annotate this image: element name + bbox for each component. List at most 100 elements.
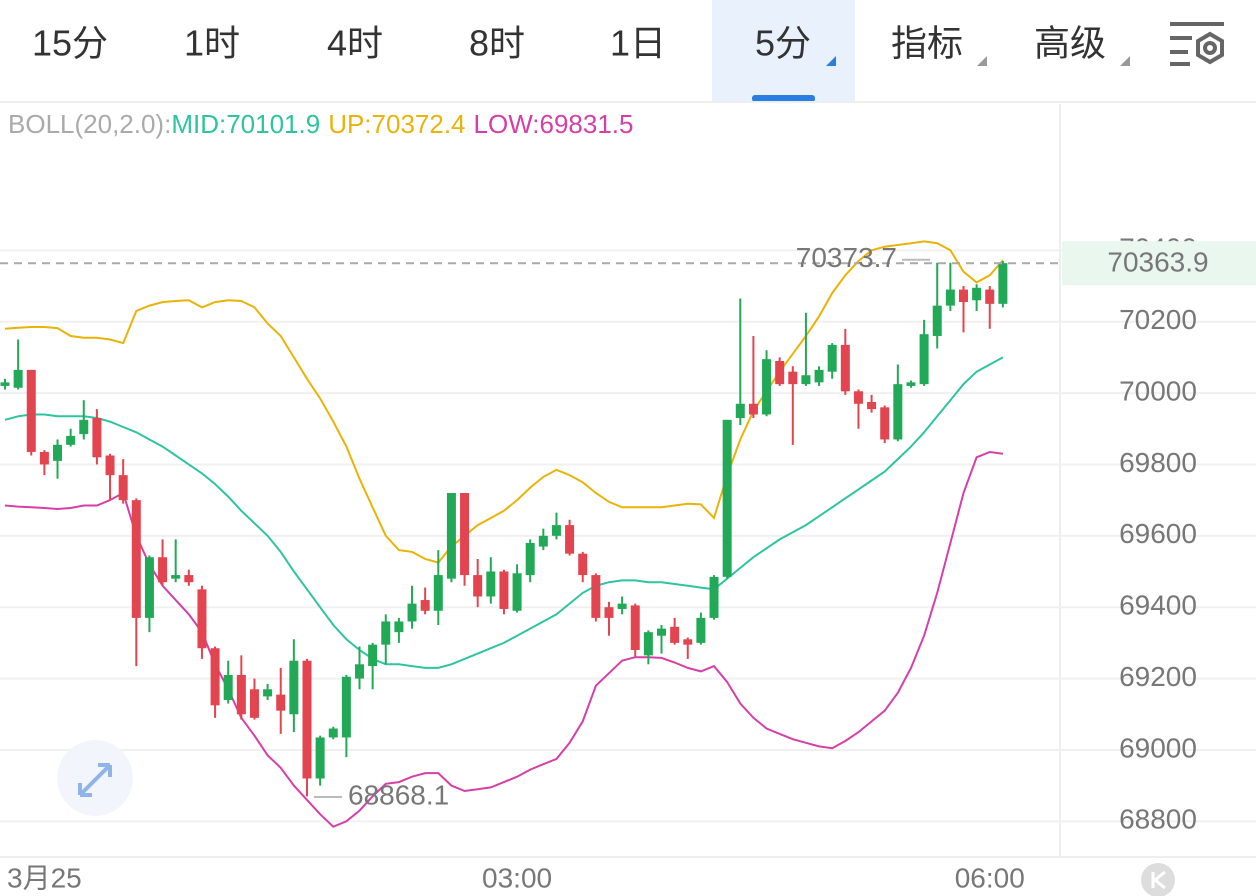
tab[interactable]: 1日 [610, 23, 666, 64]
candle-body [893, 384, 903, 440]
candle-body [722, 419, 732, 577]
max-label: 70373.7 [796, 242, 897, 273]
candle-body [433, 575, 443, 611]
candle-body [945, 289, 955, 306]
tab-arrow [826, 56, 836, 66]
y-tick-label: 69600 [1119, 518, 1197, 549]
active-tab-indicator [752, 95, 815, 102]
candle-body [814, 369, 824, 383]
candle-body [144, 557, 154, 618]
candle-body [289, 660, 299, 715]
candle-body [276, 694, 286, 711]
candle-body [420, 600, 430, 611]
legend-entry: MID:70101.9 [171, 109, 320, 139]
candle-body [302, 660, 312, 779]
y-tick-label: 69400 [1119, 590, 1197, 621]
candle-body [932, 305, 942, 336]
y-tick-label: 68800 [1119, 804, 1197, 835]
candle-body [998, 263, 1008, 304]
candle-body [66, 435, 76, 445]
candle-body [236, 674, 246, 715]
tab[interactable]: 高级 [1034, 23, 1106, 64]
candle-body [657, 628, 666, 636]
tab[interactable]: 1时 [184, 23, 240, 64]
min-label: 68868.1 [348, 779, 449, 810]
candle-body [670, 626, 680, 643]
tab[interactable]: 指标 [891, 23, 963, 64]
indicator-legend: BOLL(20,2.0):MID:70101.9 UP:70372.4 LOW:69… [8, 109, 633, 139]
expand-button[interactable] [57, 740, 133, 816]
candle-body [578, 553, 588, 576]
candle-body [853, 391, 863, 404]
candle-body [197, 589, 207, 649]
active-tab-bg [712, 0, 855, 102]
candle-body [92, 418, 102, 458]
k-button[interactable] [1141, 863, 1175, 896]
boll-line [4, 450, 1004, 828]
x-tick-label: 06:00 [955, 862, 1025, 893]
tab[interactable]: 4时 [327, 23, 383, 64]
tab[interactable]: 15分 [32, 23, 108, 64]
candle-body [827, 344, 837, 372]
candle-body [394, 621, 404, 633]
candle-body [538, 535, 548, 547]
tab-arrow [1120, 56, 1130, 66]
candle-body [683, 639, 693, 645]
candle-body [13, 369, 23, 388]
candle-body [748, 403, 758, 415]
candle-body [355, 664, 365, 679]
y-tick-label: 70000 [1119, 375, 1197, 406]
candle-body [460, 492, 470, 576]
candle-body [867, 401, 877, 410]
candle-body [368, 644, 378, 667]
candle-body [407, 603, 417, 622]
candle-body [105, 455, 115, 476]
tab[interactable]: 5分 [755, 23, 811, 64]
candle-body [801, 375, 811, 385]
tab[interactable]: 8时 [469, 23, 525, 64]
tab-arrow [977, 56, 987, 66]
candle-body [315, 737, 325, 779]
candle-body [171, 575, 181, 579]
legend-entry: LOW:69831.5 [474, 109, 634, 139]
candle-body [775, 360, 785, 385]
candle-body [0, 382, 10, 386]
x-tick-label: 03:00 [482, 862, 552, 893]
candle-body [972, 287, 982, 301]
candle-body [328, 728, 338, 738]
y-tick-label: 69800 [1119, 447, 1197, 478]
y-tick-label: 69200 [1119, 661, 1197, 692]
candle-body [617, 603, 627, 609]
candle-body [381, 621, 391, 645]
candle-body [565, 525, 575, 554]
candle-body [131, 500, 141, 618]
candle-body [762, 359, 772, 415]
candle-body [985, 289, 995, 304]
candle-body [630, 605, 640, 651]
candle-body [696, 617, 706, 643]
boll-line [4, 240, 1004, 564]
candle-body [512, 573, 522, 611]
candle-body [26, 369, 36, 452]
settings-icon[interactable] [1170, 22, 1224, 66]
y-tick-label: 69000 [1119, 732, 1197, 763]
tab-bar: 15分 1时 4时 8时 1日 5分 指标 高级 [32, 23, 1106, 64]
candle-body [788, 371, 798, 385]
candle-body [906, 382, 916, 386]
candle-body [473, 575, 483, 597]
candle-body [39, 451, 49, 465]
candle-body [184, 575, 194, 583]
candle-body [591, 575, 601, 618]
candle-body [118, 475, 128, 501]
legend-entry: UP:70372.4 [328, 109, 465, 139]
candle-body [880, 407, 890, 440]
boll-line [4, 356, 1004, 669]
candle-body [919, 334, 929, 385]
x-tick-label: 3月25 [7, 862, 82, 893]
candle-body [249, 689, 259, 718]
candle-body [551, 525, 561, 536]
candle-body [643, 632, 653, 656]
candle-body [341, 676, 351, 738]
candle-body [499, 571, 509, 609]
